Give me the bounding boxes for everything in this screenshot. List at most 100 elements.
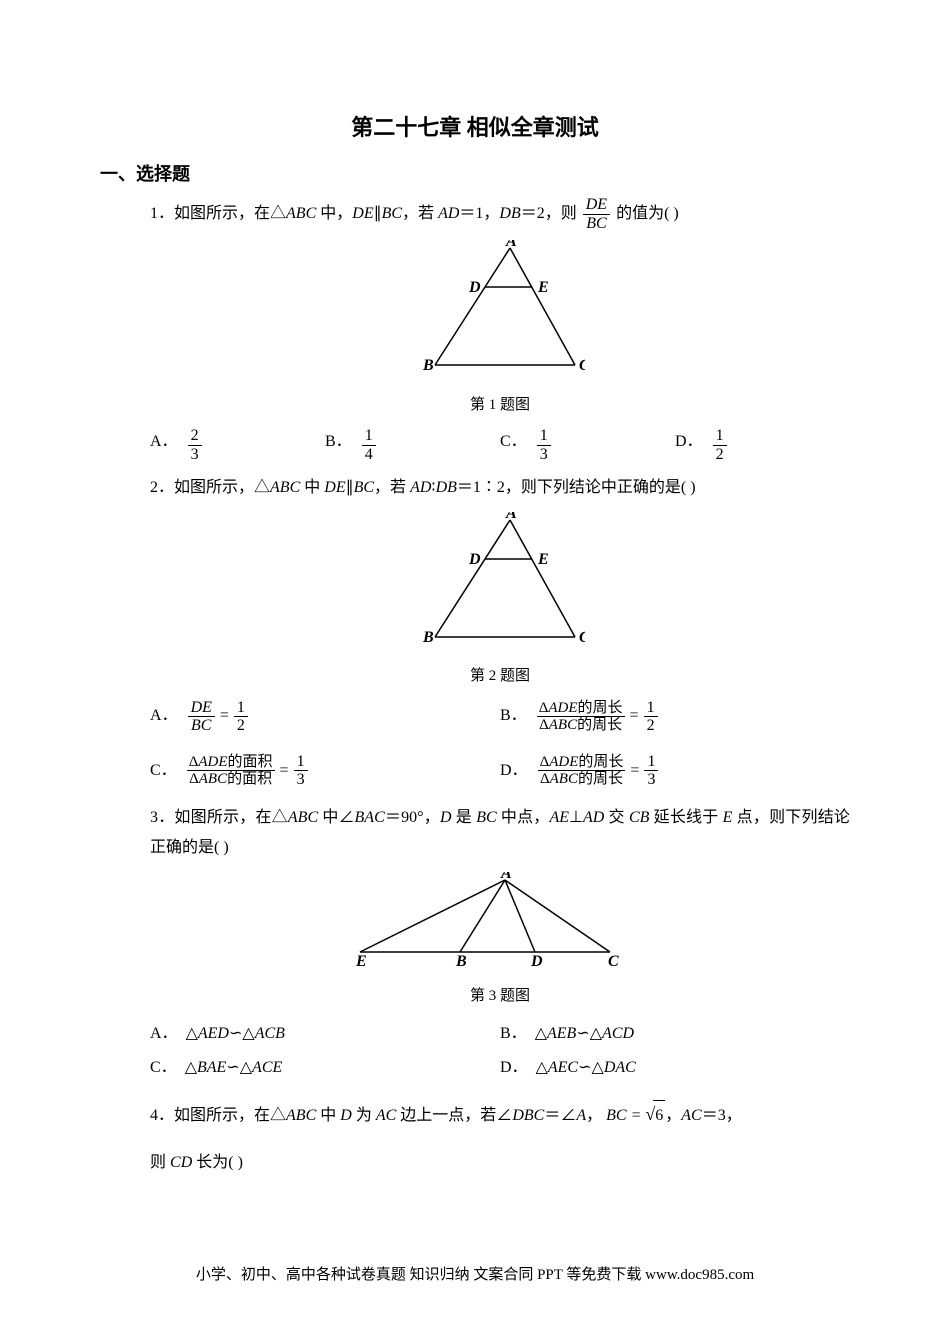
- question-2: 2．如图所示，△ABC 中 DE∥BC，若 AD∶DB＝1∶2，则下列结论中正确…: [150, 473, 850, 789]
- frac: ΔADE的周长ΔABC的周长: [537, 700, 625, 734]
- q1-bc: BC: [382, 205, 402, 222]
- q2-label: 2．: [150, 479, 174, 496]
- q2-text: 如图所示，△ABC 中 DE∥BC，若 AD∶DB＝1∶2，则下列结论中正确的是…: [174, 479, 696, 496]
- opt-label: C．: [500, 427, 527, 457]
- n: ΔADE的面积: [187, 754, 275, 772]
- opt-label: D．: [500, 1053, 528, 1083]
- bc-eq: BC =: [606, 1107, 645, 1124]
- q1-opt-c: C． 13: [500, 427, 675, 463]
- n: 1: [713, 427, 727, 446]
- q2-caption: 第 2 题图: [150, 662, 850, 691]
- eq: =: [630, 756, 639, 786]
- d: 3: [188, 446, 202, 464]
- frac: ΔADE的周长ΔABC的周长: [538, 754, 626, 788]
- svg-text:A: A: [505, 240, 517, 250]
- frac: 23: [188, 427, 202, 463]
- d: 4: [362, 446, 376, 464]
- q1-db: DB: [499, 205, 520, 222]
- q1-opt-b: B． 14: [325, 427, 500, 463]
- q1-opt-d: D．12: [675, 427, 850, 463]
- d: 2: [644, 717, 658, 735]
- eq: =: [220, 701, 229, 731]
- d: ΔABC的周长: [538, 771, 626, 788]
- q1-fn: DE: [583, 196, 610, 215]
- q1-t: 中，: [316, 205, 352, 222]
- q1-par: ∥: [374, 205, 382, 222]
- triangle-diagram-3: AEBDC: [350, 872, 650, 967]
- opt-text: △AEB∽△ACD: [535, 1019, 634, 1049]
- opt-label: B．: [325, 427, 352, 457]
- q3-opt-b: B．△AEB∽△ACD: [500, 1019, 850, 1049]
- q1-label: 1．: [150, 205, 174, 222]
- q3-options: A．△AED∽△ACB B．△AEB∽△ACD C．△BAE∽△ACE D．△A…: [150, 1019, 850, 1084]
- d: ΔABC的面积: [187, 771, 275, 788]
- svg-text:D: D: [468, 551, 481, 568]
- n: 1: [294, 753, 308, 772]
- opt-label: B．: [500, 701, 527, 731]
- question-3: 3．如图所示，在△ABC 中∠BAC＝90°，D 是 BC 中点，AE⊥AD 交…: [150, 803, 850, 1083]
- d: 2: [234, 717, 248, 735]
- opt-label: A．: [150, 427, 178, 457]
- opt-label: A．: [150, 701, 178, 731]
- frac: ΔADE的面积ΔABC的面积: [187, 754, 275, 788]
- q4-bc: BC =: [606, 1107, 645, 1124]
- triangle-diagram-2: DEABC: [415, 512, 585, 647]
- frac: DEBC: [188, 699, 215, 735]
- q1-e2: ＝2，则: [521, 205, 581, 222]
- q1-end: 的值为( ): [612, 205, 679, 222]
- frac: 12: [644, 699, 658, 735]
- opt-text: △AEC∽△DAC: [536, 1053, 636, 1083]
- svg-text:C: C: [608, 953, 619, 967]
- svg-text:B: B: [422, 629, 434, 646]
- q2-opt-a: A． DEBC = 12: [150, 699, 500, 735]
- n: 1: [362, 427, 376, 446]
- opt-label: C．: [150, 756, 177, 786]
- opt-label: A．: [150, 1019, 178, 1049]
- svg-text:E: E: [355, 953, 367, 967]
- n: 1: [644, 699, 658, 718]
- n: 2: [188, 427, 202, 446]
- d: 2: [713, 446, 727, 464]
- q3-figure: AEBDC: [150, 872, 850, 978]
- d: ΔABC的周长: [537, 717, 625, 734]
- sqrt-icon: √6: [645, 1097, 665, 1131]
- svg-text:E: E: [537, 279, 549, 296]
- opt-text: △BAE∽△ACE: [185, 1053, 283, 1083]
- d: 3: [294, 771, 308, 789]
- svg-text:B: B: [422, 357, 434, 374]
- opt-label: C．: [150, 1053, 177, 1083]
- q1-e1: ＝1，: [459, 205, 499, 222]
- frac: 13: [537, 427, 551, 463]
- q1-stem: 1．如图所示，在△ABC 中，DE∥BC，若 AD＝1，DB＝2，则 DEBC …: [150, 196, 850, 232]
- page-footer: 小学、初中、高中各种试卷真题 知识归纳 文案合同 PPT 等免费下载 www.d…: [0, 1263, 950, 1284]
- frac: 14: [362, 427, 376, 463]
- q1-caption: 第 1 题图: [150, 391, 850, 420]
- n: ΔADE的周长: [538, 754, 626, 772]
- q4-mid: ，AC＝3，: [665, 1107, 741, 1124]
- q4-stem: 4．如图所示，在△ABC 中 D 为 AC 边上一点，若∠DBC＝∠A， BC …: [150, 1097, 850, 1131]
- d: 3: [537, 446, 551, 464]
- q1-text: 如图所示，在△: [174, 205, 286, 222]
- svg-text:D: D: [468, 279, 481, 296]
- q4-label: 4．: [150, 1107, 174, 1124]
- q1-opt-a: A． 23: [150, 427, 325, 463]
- section-heading: 一、选择题: [100, 160, 850, 186]
- q4-stem-line2: 则 CD 长为( ): [150, 1148, 850, 1178]
- q1-options: A．23 B．14 C．13 D．12: [150, 427, 850, 463]
- q2-opt-c: C． ΔADE的面积ΔABC的面积 = 13: [150, 753, 500, 789]
- q2-opt-b: B． ΔADE的周长ΔABC的周长 = 12: [500, 699, 850, 735]
- frac: 13: [294, 753, 308, 789]
- q4-line2: 则 CD 长为( ): [150, 1154, 243, 1171]
- d: BC: [188, 717, 215, 735]
- eq: =: [630, 701, 639, 731]
- q3-caption: 第 3 题图: [150, 982, 850, 1011]
- q1-frac: DEBC: [583, 196, 610, 232]
- frac: 12: [234, 699, 248, 735]
- q2-opt-d: D． ΔADE的周长ΔABC的周长 = 13: [500, 753, 850, 789]
- svg-text:E: E: [537, 551, 549, 568]
- d: 3: [644, 771, 658, 789]
- q2-figure: DEABC: [150, 512, 850, 658]
- q3-opt-d: D． △AEC∽△DAC: [500, 1053, 850, 1083]
- q1-figure: DEABC: [150, 240, 850, 386]
- q3-label: 3．: [150, 809, 174, 826]
